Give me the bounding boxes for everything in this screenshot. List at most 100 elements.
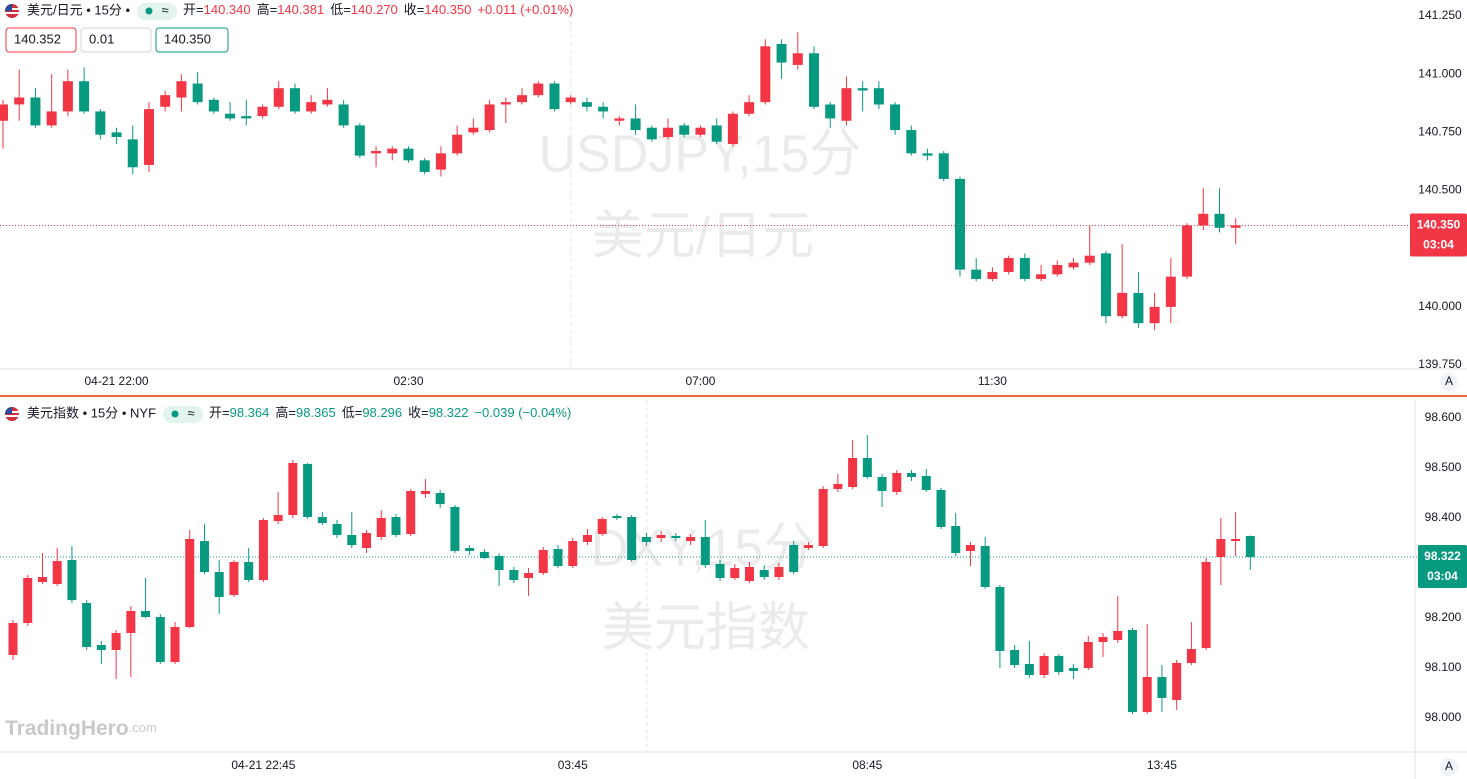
ask-text[interactable]: 140.350 — [164, 31, 211, 46]
y-tick-label: 141.000 — [1418, 66, 1462, 80]
candle-body — [1083, 642, 1093, 668]
candle-body — [452, 134, 463, 154]
candle-body — [1186, 649, 1196, 663]
candle-body — [306, 102, 317, 112]
candle-body — [225, 113, 236, 119]
candle-body — [1010, 650, 1020, 665]
candle-body — [303, 464, 313, 517]
candle-body — [1230, 225, 1241, 228]
candle-body — [789, 545, 799, 572]
candle-body — [517, 95, 528, 103]
candle-body — [46, 111, 57, 126]
candle-body — [468, 127, 479, 133]
candle-body — [229, 562, 239, 595]
candle-body — [391, 517, 401, 535]
watermark: 美元指数 — [602, 600, 810, 658]
candle-body — [1216, 539, 1226, 557]
candle-body — [848, 458, 858, 487]
candle-body — [371, 150, 382, 154]
candle-body — [857, 88, 868, 91]
candle-body — [403, 148, 414, 161]
last-price-tag — [1410, 213, 1467, 257]
x-tick-label: 02:30 — [393, 374, 423, 388]
candle-body — [30, 97, 41, 126]
candle-body — [663, 127, 674, 138]
candle-body — [1172, 663, 1182, 700]
x-tick-label: 13:45 — [1147, 758, 1177, 772]
candle-body — [479, 552, 489, 558]
candle-body — [759, 570, 769, 577]
ohlc-label: 收= — [404, 2, 425, 17]
y-tick-label: 140.500 — [1418, 183, 1462, 197]
candle-body — [892, 473, 902, 492]
pane-separator[interactable] — [0, 395, 1467, 397]
step-text[interactable]: 0.01 — [89, 31, 114, 46]
candle-body — [995, 587, 1005, 651]
candle-body — [921, 476, 931, 490]
ohlc-label: 高= — [275, 405, 296, 420]
candle-body — [1069, 668, 1079, 671]
ohlc-label: 低= — [342, 405, 363, 420]
candle-body — [686, 537, 696, 541]
candle-body — [907, 473, 917, 477]
candle-body — [890, 104, 901, 131]
x-tick-label: 07:00 — [685, 374, 715, 388]
candle-body — [170, 627, 180, 662]
x-tick-label: 11:30 — [978, 374, 1007, 388]
candle-body — [450, 507, 460, 551]
candle-body — [143, 109, 154, 165]
candle-body — [862, 458, 872, 477]
candle-body — [1133, 292, 1144, 324]
last-price-label: 140.350 — [1417, 218, 1461, 232]
candle-body — [111, 633, 121, 650]
last-price-tag — [1418, 545, 1467, 588]
logo-suffix: .com — [129, 720, 157, 735]
candle-body — [1024, 664, 1034, 675]
candle-body — [760, 46, 771, 103]
candle-body — [317, 517, 327, 523]
candle-body — [825, 104, 836, 119]
candle-body — [192, 83, 203, 103]
candle-body — [1117, 292, 1128, 317]
candle-body — [1068, 262, 1079, 268]
candle-body — [938, 153, 949, 179]
bid-box[interactable] — [5, 27, 77, 53]
candle-body — [244, 562, 254, 580]
candle-body — [679, 125, 690, 135]
status-pill[interactable] — [163, 406, 204, 423]
scale-button-bg[interactable] — [1440, 758, 1458, 776]
candle-body — [581, 102, 592, 107]
scale-button-bg[interactable] — [1440, 373, 1458, 391]
candle-body — [533, 83, 544, 96]
candle-body — [509, 570, 519, 580]
scale-button[interactable]: A — [1445, 374, 1453, 388]
ohlc-value: 140.270 — [351, 2, 398, 17]
candle-body — [1245, 536, 1255, 557]
candle-body — [582, 535, 592, 542]
candle-body — [1054, 656, 1064, 672]
ask-box[interactable] — [155, 27, 229, 53]
candle-body — [951, 526, 961, 553]
bid-text[interactable]: 140.352 — [14, 31, 61, 46]
watermark: 美元/日元 — [592, 208, 814, 266]
candle-body — [1182, 225, 1193, 277]
y-tick-label: 98.200 — [1425, 610, 1462, 624]
step-box[interactable] — [80, 27, 152, 53]
candle-body — [82, 603, 92, 647]
candle-body — [792, 53, 803, 65]
status-icon: ≈ — [187, 405, 194, 420]
candle-body — [565, 97, 576, 103]
scale-button[interactable]: A — [1445, 759, 1453, 773]
candle-body — [549, 83, 560, 110]
status-pill[interactable] — [137, 3, 178, 20]
candle-body — [362, 533, 372, 548]
candle-body — [1113, 631, 1123, 640]
candle-body — [95, 111, 106, 135]
candle-body — [538, 550, 548, 573]
candle-body — [494, 556, 504, 570]
candle-body — [376, 518, 386, 537]
candle-body — [646, 127, 657, 140]
flag-icon — [5, 4, 19, 18]
candle-body — [1039, 656, 1049, 675]
candle-body — [96, 645, 106, 650]
